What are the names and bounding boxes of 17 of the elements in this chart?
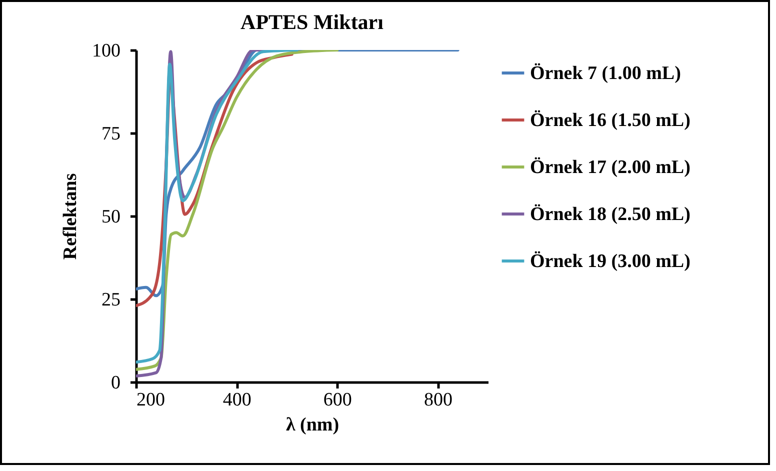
y-tick-label: 0: [111, 372, 120, 394]
legend-label: Örnek 16 (1.50 mL): [530, 110, 690, 131]
x-tick-label: 600: [323, 390, 352, 410]
x-tick-label: 200: [136, 390, 165, 410]
y-tick-label: 50: [102, 206, 120, 228]
y-tick-label: 25: [102, 290, 120, 310]
legend-label: Örnek 19 (3.00 mL): [530, 251, 690, 272]
y-tick-label: 100: [92, 40, 120, 62]
y-tick-label: 75: [102, 124, 120, 144]
chart-title: APTES Miktarı: [240, 10, 384, 34]
legend-label: Örnek 7 (1.00 mL): [530, 63, 681, 84]
legend-label: Örnek 17 (2.00 mL): [530, 157, 690, 178]
x-tick-label: 400: [222, 390, 252, 410]
y-axis-title: Reflektans: [60, 173, 81, 260]
legend-label: Örnek 18 (2.50 mL): [530, 204, 690, 225]
x-tick-label: 800: [424, 390, 452, 410]
x-axis-title: λ (nm): [286, 414, 340, 436]
